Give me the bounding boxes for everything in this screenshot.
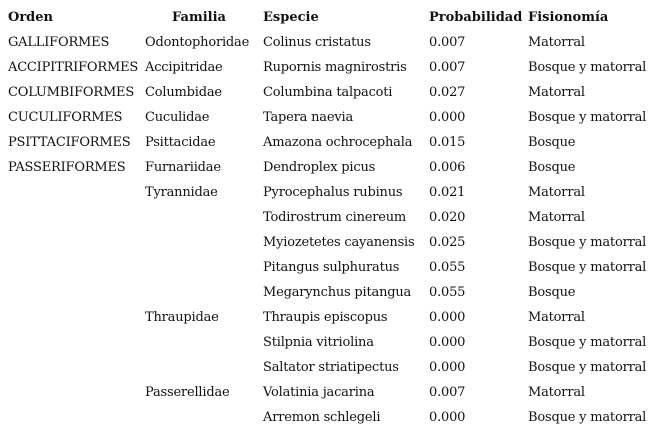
cell-fisionomia: Matorral <box>528 385 585 400</box>
cell-fisionomia: Bosque <box>528 160 576 175</box>
cell-fisionomia: Bosque <box>528 285 576 300</box>
cell-probabilidad: 0.007 <box>429 60 466 75</box>
cell-orden: COLUMBIFORMES <box>8 85 135 100</box>
cell-probabilidad: 0.000 <box>429 110 466 125</box>
table-row: PSITTACIFORMES Psittacidae Amazona ochroce… <box>0 130 659 155</box>
cell-fisionomia: Bosque y matorral <box>528 235 647 250</box>
cell-especie: Amazona ochrocephala <box>263 135 413 150</box>
cell-especie: Dendroplex picus <box>263 160 376 175</box>
cell-especie: Megarynchus pitangua <box>263 285 412 300</box>
table-row: Pitangus sulphuratus 0.055 Bosque y matorr… <box>0 255 659 280</box>
header-familia: Familia <box>172 10 226 25</box>
cell-especie: Arremon schlegeli <box>263 410 381 425</box>
cell-probabilidad: 0.006 <box>429 160 466 175</box>
header-probabilidad: Probabilidad <box>429 10 523 25</box>
cell-probabilidad: 0.025 <box>429 235 466 250</box>
cell-familia: Passerellidae <box>145 385 230 400</box>
cell-probabilidad: 0.021 <box>429 185 466 200</box>
table-row: Saltator striatipectus 0.000 Bosque y mato… <box>0 355 659 380</box>
cell-probabilidad: 0.000 <box>429 335 466 350</box>
cell-especie: Columbina talpacoti <box>263 85 393 100</box>
cell-orden: PSITTACIFORMES <box>8 135 131 150</box>
cell-probabilidad: 0.055 <box>429 285 466 300</box>
table-row: PASSERIFORMES Furnariidae Dendroplex picus… <box>0 155 659 180</box>
cell-especie: Tapera naevia <box>263 110 353 125</box>
cell-fisionomia: Bosque y matorral <box>528 410 647 425</box>
cell-fisionomia: Bosque <box>528 135 576 150</box>
cell-fisionomia: Matorral <box>528 210 585 225</box>
cell-fisionomia: Matorral <box>528 85 585 100</box>
cell-familia: Accipitridae <box>145 60 223 75</box>
table-row: Thraupidae Thraupis episcopus 0.000 Matorra… <box>0 305 659 330</box>
cell-probabilidad: 0.027 <box>429 85 466 100</box>
cell-fisionomia: Matorral <box>528 35 585 50</box>
header-fisionomia: Fisionomía <box>528 10 609 25</box>
cell-familia: Cuculidae <box>145 110 210 125</box>
cell-fisionomia: Matorral <box>528 310 585 325</box>
cell-familia: Psittacidae <box>145 135 216 150</box>
cell-especie: Colinus cristatus <box>263 35 371 50</box>
cell-probabilidad: 0.055 <box>429 260 466 275</box>
table-row: Myiozetetes cayanensis 0.025 Bosque y mato… <box>0 230 659 255</box>
cell-probabilidad: 0.007 <box>429 35 466 50</box>
header-especie: Especie <box>263 10 319 25</box>
cell-especie: Pitangus sulphuratus <box>263 260 400 275</box>
table-row: ACCIPITRIFORMES Accipitridae Rupornis magn… <box>0 55 659 80</box>
cell-fisionomia: Bosque y matorral <box>528 60 647 75</box>
header-orden: Orden <box>8 10 53 25</box>
cell-orden: GALLIFORMES <box>8 35 110 50</box>
cell-familia: Columbidae <box>145 85 222 100</box>
table-row: Passerellidae Volatinia jacarina 0.007 Mato… <box>0 380 659 405</box>
cell-probabilidad: 0.020 <box>429 210 466 225</box>
cell-especie: Myiozetetes cayanensis <box>263 235 415 250</box>
cell-probabilidad: 0.015 <box>429 135 466 150</box>
cell-especie: Volatinia jacarina <box>263 385 375 400</box>
table-row: Tyrannidae Pyrocephalus rubinus 0.021 Mator… <box>0 180 659 205</box>
cell-fisionomia: Matorral <box>528 185 585 200</box>
cell-familia: Tyrannidae <box>145 185 218 200</box>
cell-especie: Thraupis episcopus <box>263 310 388 325</box>
cell-especie: Stilpnia vitriolina <box>263 335 374 350</box>
table-row: Stilpnia vitriolina 0.000 Bosque y matorra… <box>0 330 659 355</box>
cell-fisionomia: Bosque y matorral <box>528 360 647 375</box>
cell-orden: PASSERIFORMES <box>8 160 126 175</box>
cell-especie: Pyrocephalus rubinus <box>263 185 403 200</box>
table-header-row: Orden Familia Especie Probabilidad Fisio… <box>0 5 659 30</box>
cell-probabilidad: 0.007 <box>429 385 466 400</box>
cell-familia: Thraupidae <box>145 310 219 325</box>
cell-especie: Rupornis magnirostris <box>263 60 407 75</box>
cell-probabilidad: 0.000 <box>429 310 466 325</box>
cell-probabilidad: 0.000 <box>429 360 466 375</box>
cell-probabilidad: 0.000 <box>429 410 466 425</box>
cell-fisionomia: Bosque y matorral <box>528 335 647 350</box>
table-row: Todirostrum cinereum 0.020 Matorral <box>0 205 659 230</box>
cell-fisionomia: Bosque y matorral <box>528 260 647 275</box>
table-row: Arremon schlegeli 0.000 Bosque y matorral <box>0 405 659 430</box>
cell-orden: ACCIPITRIFORMES <box>8 60 139 75</box>
cell-especie: Todirostrum cinereum <box>263 210 407 225</box>
cell-especie: Saltator striatipectus <box>263 360 399 375</box>
cell-familia: Odontophoridae <box>145 35 250 50</box>
table-row: COLUMBIFORMES Columbidae Columbina talpaco… <box>0 80 659 105</box>
table-row: GALLIFORMES Odontophoridae Colinus cristat… <box>0 30 659 55</box>
table-row: CUCULIFORMES Cuculidae Tapera naevia 0.000 B… <box>0 105 659 130</box>
cell-fisionomia: Bosque y matorral <box>528 110 647 125</box>
table-row: Megarynchus pitangua 0.055 Bosque <box>0 280 659 305</box>
cell-orden: CUCULIFORMES <box>8 110 123 125</box>
cell-familia: Furnariidae <box>145 160 221 175</box>
